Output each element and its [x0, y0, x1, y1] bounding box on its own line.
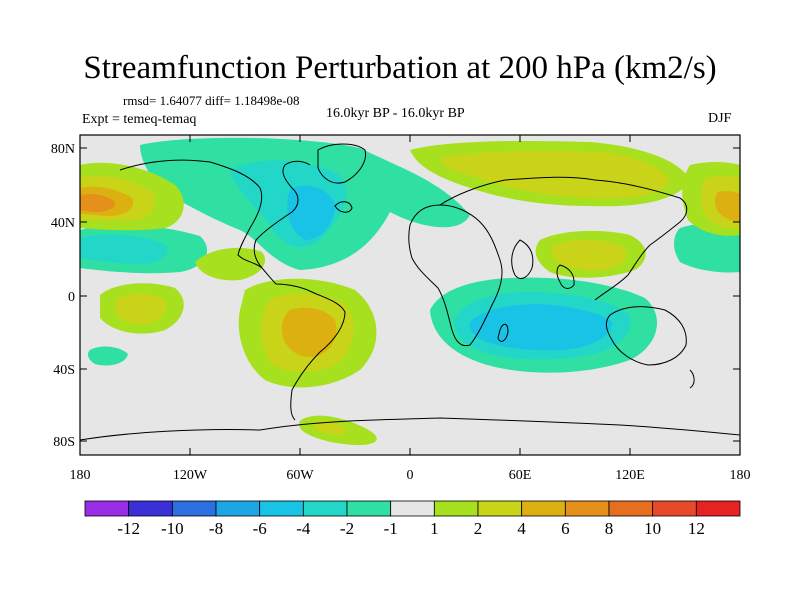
season-label: DJF — [708, 111, 732, 126]
lat-label: 40N — [51, 216, 75, 231]
colorbar-swatch — [128, 500, 173, 517]
lat-label: 0 — [68, 290, 75, 305]
lon-label: 120E — [615, 468, 645, 483]
lon-label: 180 — [730, 468, 751, 483]
experiment-label: Expt = temeq-temaq — [82, 112, 197, 127]
period-label: 16.0kyr BP - 16.0kyr BP — [326, 106, 465, 121]
lon-label: 0 — [407, 468, 414, 483]
positive-anomaly-north-pacific-east — [682, 161, 740, 236]
latitude-labels: 80N 40N 0 40S 80S — [51, 142, 75, 450]
colorbar-label: -8 — [209, 519, 223, 538]
lat-label: 40S — [53, 363, 75, 378]
colorbar-label: 10 — [644, 519, 661, 538]
positive-anomaly-asia-subtropics — [535, 230, 646, 278]
lon-label: 60E — [509, 468, 532, 483]
longitude-labels: 180 120W 60W 0 60E 120E 180 — [70, 468, 751, 483]
lon-label: 180 — [70, 468, 91, 483]
colorbar-label: 4 — [517, 519, 526, 538]
colorbar-swatch — [477, 500, 523, 517]
colorbar-label: 1 — [430, 519, 439, 538]
colorbar-label: -10 — [161, 519, 184, 538]
figure-title: Streamfunction Perturbation at 200 hPa (… — [83, 50, 717, 86]
colorbar-swatch — [346, 500, 392, 517]
colorbar-label: -12 — [117, 519, 140, 538]
colorbar-swatch — [564, 500, 610, 517]
negative-anomaly-southern-pacific — [87, 346, 128, 366]
colorbar: -12 -10 -8 -6 -4 -2 -1 1 2 4 6 8 10 12 — [84, 500, 741, 538]
colorbar-label: -1 — [384, 519, 398, 538]
latitude-ticks — [80, 147, 740, 442]
colorbar-swatch — [695, 500, 741, 517]
colorbar-label: -2 — [340, 519, 354, 538]
colorbar-swatch — [84, 500, 130, 517]
lat-label: 80N — [51, 142, 75, 157]
colorbar-label: -6 — [253, 519, 267, 538]
colorbar-swatch — [171, 500, 217, 517]
colorbar-swatch — [302, 500, 348, 517]
colorbar-swatch — [608, 500, 654, 517]
longitude-ticks — [189, 135, 631, 455]
colorbar-label: -4 — [296, 519, 311, 538]
colorbar-swatch — [652, 500, 697, 517]
negative-anomaly-north-atlantic — [140, 137, 470, 270]
stats-label: rmsd= 1.64077 diff= 1.18498e-08 — [123, 93, 300, 108]
colorbar-swatch — [433, 500, 479, 517]
colorbar-swatch — [521, 500, 566, 517]
contour-field — [80, 135, 740, 455]
coastlines — [80, 143, 740, 441]
colorbar-label: 12 — [688, 519, 705, 538]
lon-label: 120W — [173, 468, 208, 483]
positive-anomaly-eurasia — [410, 140, 690, 207]
colorbar-label: 2 — [474, 519, 483, 538]
colorbar-swatch — [390, 500, 435, 517]
colorbar-swatch — [259, 500, 304, 517]
positive-anomaly-tropical-americas — [100, 247, 377, 388]
lon-label: 60W — [286, 468, 314, 483]
negative-anomaly-pacific-west — [80, 225, 208, 274]
colorbar-swatch — [215, 500, 261, 517]
colorbar-label: 8 — [605, 519, 614, 538]
colorbar-label: 6 — [561, 519, 570, 538]
lat-label: 80S — [53, 435, 75, 450]
positive-anomaly-pacific-north — [80, 162, 184, 231]
